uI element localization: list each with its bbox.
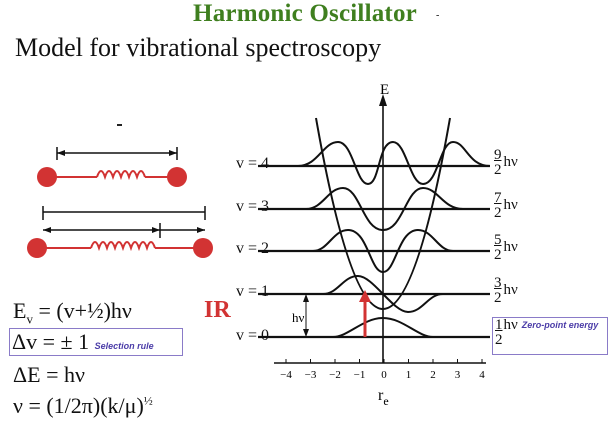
page-title: Harmonic Oscillator <box>193 0 417 27</box>
dot-mark <box>117 124 122 126</box>
level-4-energy: 9 2 hν <box>494 147 518 178</box>
top-dimension-line <box>56 147 178 160</box>
wavefunction-1 <box>322 274 444 314</box>
ir-transition-arrow <box>359 290 371 337</box>
wavefunction-3 <box>305 186 464 232</box>
level-3-label: v = 3 <box>236 198 270 215</box>
stray-mark: - <box>436 10 440 21</box>
x-tick-label: −3 <box>305 369 317 381</box>
frequency-equation: ν = (1/2π)(k/μ)½ <box>13 393 153 418</box>
x-tick-label: 1 <box>406 369 412 381</box>
zero-point-note: Zero-point energy <box>521 320 599 330</box>
bottom-dimension-lines <box>42 206 206 238</box>
selection-equation: Δv = ± 1 <box>12 329 90 354</box>
energy-axis-arrow <box>379 94 387 106</box>
selection-note: Selection rule <box>94 341 154 351</box>
x-tick-label: 3 <box>455 369 461 381</box>
top-left-mass <box>37 167 57 187</box>
level-3-energy: 7 2 hν <box>494 190 518 221</box>
spring-diagrams <box>27 124 213 258</box>
hv-spacing-indicator <box>303 294 309 337</box>
page-subtitle: Model for vibrational spectroscopy <box>15 33 382 62</box>
wavefunctions <box>297 140 491 338</box>
level-0-label: v = 0 <box>236 327 270 344</box>
selection-rule-box: Δv = ± 1 Selection rule <box>9 328 183 356</box>
energy-axis-label: E <box>380 82 389 98</box>
x-axis-label: re <box>378 387 389 408</box>
level-2-energy: 5 2 hν <box>494 232 518 263</box>
x-tick-label: 2 <box>430 369 436 381</box>
ir-label: IR <box>204 297 231 323</box>
x-tick-label: −4 <box>280 369 292 381</box>
bottom-right-mass <box>193 238 213 258</box>
x-tick-label: −2 <box>329 369 341 381</box>
x-ticks: −4 −3 −2 −1 0 1 2 3 4 <box>280 359 485 381</box>
top-right-mass <box>167 167 187 187</box>
wavefunction-0 <box>332 316 434 338</box>
wavefunction-4 <box>297 140 491 186</box>
x-tick-label: 4 <box>479 369 485 381</box>
energy-level-diagram: E hν −4 −3 −2 −1 0 1 2 3 4 re <box>258 82 491 408</box>
top-spring <box>47 170 175 181</box>
bottom-spring <box>37 241 197 252</box>
x-tick-label: −1 <box>354 369 366 381</box>
level-2-label: v = 2 <box>236 240 270 257</box>
zero-point-box: 1 hν Zero-point energy 2 <box>492 317 608 355</box>
level-1-energy: 3 2 hν <box>494 275 518 306</box>
level-1-label: v = 1 <box>236 283 270 300</box>
energy-equation: Ev = (v+½)hν <box>13 298 132 327</box>
delta-e-equation: ΔE = hν <box>13 362 85 387</box>
x-tick-label: 0 <box>381 369 387 381</box>
hv-spacing-label: hν <box>292 310 305 325</box>
energy-levels <box>258 164 490 339</box>
level-4-label: v = 4 <box>236 155 270 172</box>
wavefunction-2 <box>312 228 454 274</box>
bottom-left-mass <box>27 238 47 258</box>
